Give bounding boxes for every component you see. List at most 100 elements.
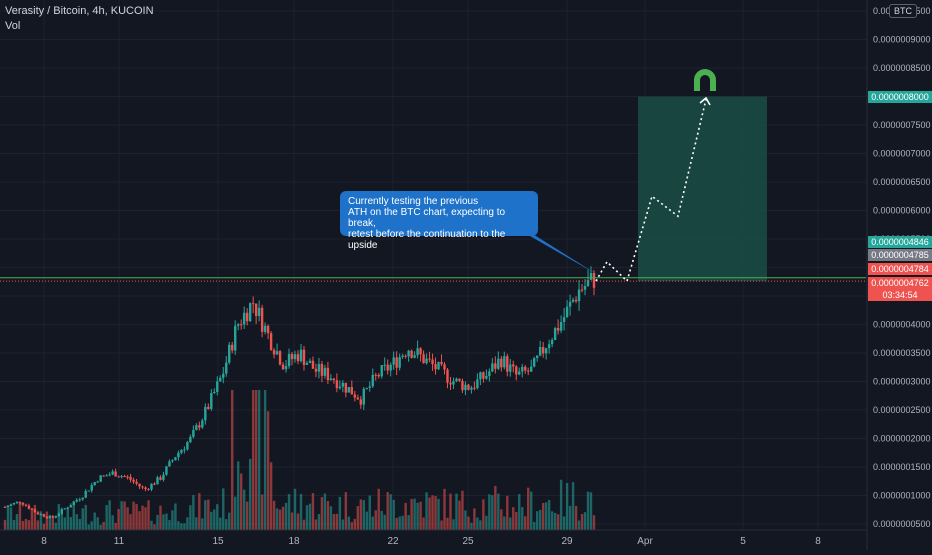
- candle-body: [153, 483, 156, 485]
- candle-body: [464, 384, 467, 391]
- candle-body: [541, 347, 545, 354]
- candle-body: [317, 363, 321, 372]
- candle-body: [225, 362, 228, 374]
- candle-body: [48, 516, 52, 519]
- candle-body: [488, 371, 491, 376]
- volume-bar: [386, 492, 389, 530]
- volume-bar: [162, 514, 165, 530]
- volume-bar: [461, 490, 464, 530]
- volume-bar: [296, 513, 300, 530]
- volume-bar: [153, 524, 156, 530]
- volume-bar: [266, 411, 270, 530]
- candle-body: [162, 474, 165, 480]
- candle-body: [257, 307, 261, 316]
- volume-bar: [533, 521, 536, 530]
- volume-bar: [99, 524, 102, 530]
- candle-body: [506, 356, 509, 372]
- volume-bar: [577, 520, 581, 530]
- candle-body: [401, 355, 404, 358]
- volume-bar: [434, 496, 437, 530]
- candle-body: [455, 378, 458, 382]
- candle-body: [138, 483, 141, 487]
- candle-body: [216, 381, 219, 393]
- volume-bar: [341, 519, 345, 530]
- volume-bar: [544, 502, 548, 530]
- volume-bar: [527, 487, 530, 530]
- volume-bar: [102, 521, 105, 530]
- candle-body: [129, 476, 132, 480]
- candle-body: [359, 399, 362, 405]
- volume-bar: [198, 493, 201, 530]
- candle-body: [228, 344, 231, 363]
- candle-body: [428, 358, 431, 360]
- volume-bar: [547, 499, 551, 530]
- volume-bar: [494, 485, 497, 530]
- volume-bar: [222, 488, 225, 530]
- volume-bar: [383, 514, 386, 530]
- candle-body: [335, 380, 339, 389]
- candle-body: [204, 406, 207, 421]
- volume-bar: [48, 514, 52, 530]
- candle-body: [530, 366, 533, 372]
- candle-body: [168, 461, 171, 467]
- candle-body: [239, 324, 243, 326]
- candle-body: [503, 356, 506, 368]
- volume-bar: [132, 501, 135, 530]
- volume-bar: [422, 517, 425, 530]
- currency-button[interactable]: BTC: [889, 4, 917, 18]
- volume-bar: [335, 513, 339, 530]
- candle-body: [27, 505, 31, 509]
- candle-body: [440, 361, 443, 365]
- volume-bar: [419, 501, 422, 530]
- price-countdown: 03:34:54: [868, 289, 932, 301]
- candle-body: [524, 366, 527, 371]
- volume-bar: [416, 502, 419, 530]
- volume-bar: [251, 390, 255, 530]
- candle-body: [533, 358, 536, 367]
- candle-body: [544, 348, 548, 354]
- volume-bar: [219, 517, 222, 530]
- candle-body: [237, 324, 240, 326]
- volume-bar: [488, 494, 491, 530]
- candle-body: [467, 384, 470, 390]
- price-tick-label: 0.0000006000: [873, 206, 931, 216]
- volume-bar: [201, 518, 204, 530]
- volume-bar: [562, 516, 566, 530]
- volume-bar: [329, 506, 333, 530]
- candle-body: [159, 477, 162, 480]
- target-zone: [638, 96, 767, 282]
- price-tick-label: 0.0000004000: [873, 320, 931, 330]
- candle-body: [150, 483, 153, 490]
- volume-bar: [111, 515, 114, 530]
- candle-body: [33, 509, 37, 513]
- candle-body: [592, 273, 596, 288]
- candle-body: [577, 289, 581, 302]
- candle-body: [141, 486, 144, 488]
- volume-bar: [195, 517, 198, 530]
- price-tick-label: 0.0000007500: [873, 120, 931, 130]
- volume-bar: [210, 511, 213, 530]
- price-tick-label: 0.0000006500: [873, 177, 931, 187]
- candle-body: [437, 361, 440, 370]
- candle-body: [416, 348, 419, 356]
- volume-bar: [586, 491, 590, 530]
- time-tick-label: 5: [740, 536, 746, 547]
- candle-body: [347, 387, 351, 393]
- volume-bar: [287, 494, 291, 530]
- candle-body: [547, 344, 551, 349]
- candle-body: [63, 508, 66, 510]
- volume-label: Vol: [5, 20, 21, 32]
- volume-bar: [284, 502, 288, 530]
- volume-bar: [368, 495, 371, 530]
- volume-bar: [374, 510, 377, 530]
- candle-body: [329, 378, 333, 381]
- callout-note[interactable]: Currently testing the previous ATH on th…: [340, 191, 538, 251]
- candle-body: [383, 364, 386, 366]
- volume-bar: [362, 500, 365, 530]
- candle-body: [374, 374, 377, 376]
- candle-body: [371, 374, 374, 387]
- volume-bar: [228, 512, 231, 530]
- volume-bar: [356, 506, 360, 530]
- candle-body: [45, 516, 49, 519]
